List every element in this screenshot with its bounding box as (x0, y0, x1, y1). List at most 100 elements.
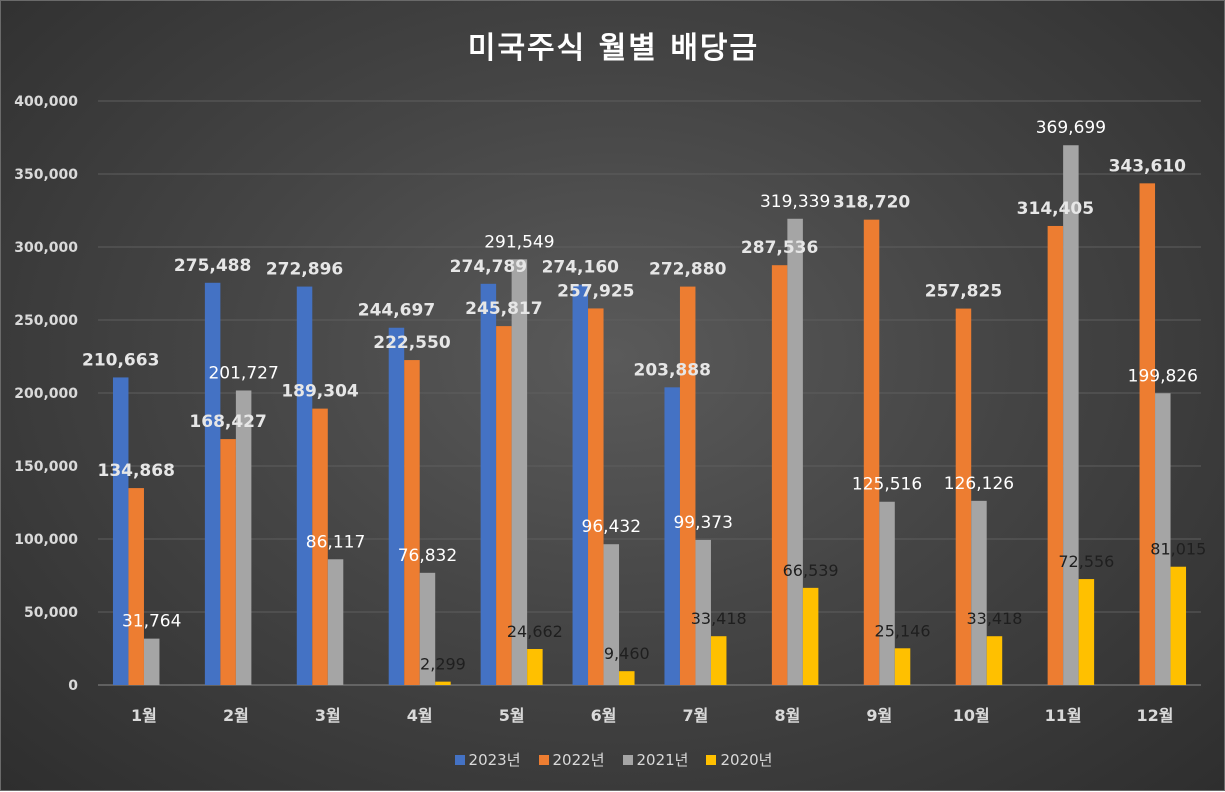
y-tick-label: 0 (68, 678, 78, 694)
bar (802, 587, 819, 685)
legend-swatch (454, 754, 465, 765)
bar (955, 308, 972, 685)
data-label: 81,015 (1150, 540, 1206, 559)
bar (327, 559, 344, 685)
data-label: 319,339 (760, 192, 830, 212)
bar (603, 544, 620, 685)
data-label: 125,516 (852, 475, 922, 495)
bar (664, 387, 680, 685)
data-label: 222,550 (373, 333, 451, 353)
data-label: 314,405 (1017, 199, 1094, 219)
data-label: 96,432 (582, 517, 641, 537)
data-label: 126,126 (944, 474, 1014, 494)
x-tick-label: 4월 (407, 706, 433, 725)
data-label: 343,610 (1109, 156, 1187, 176)
legend-swatch (538, 754, 549, 765)
y-tick-label: 200,000 (14, 386, 78, 402)
data-label: 369,699 (1036, 118, 1106, 138)
chart-title: 미국주식 월별 배당금 (467, 31, 760, 66)
bar (863, 219, 880, 685)
bar (879, 501, 895, 685)
x-tick-label: 3월 (315, 706, 341, 725)
legend-item: 2022년 (538, 749, 605, 770)
data-label: 274,789 (450, 257, 527, 277)
y-tick-label: 250,000 (14, 313, 78, 329)
data-label: 25,146 (875, 621, 931, 640)
bar (404, 360, 420, 685)
bar (112, 377, 129, 685)
data-label: 275,488 (174, 256, 251, 276)
bar (588, 308, 604, 685)
x-tick-label: 2월 (223, 706, 249, 725)
x-tick-label: 7월 (683, 706, 709, 725)
x-tick-label: 9월 (866, 706, 892, 725)
data-label: 9,460 (604, 644, 650, 663)
legend-label: 2022년 (552, 751, 605, 769)
data-label: 257,925 (557, 281, 634, 301)
legend-item: 2023년 (454, 749, 521, 770)
y-tick-label: 150,000 (14, 459, 78, 475)
bar (143, 638, 160, 685)
y-tick-label: 300,000 (14, 240, 78, 256)
bar (894, 648, 911, 685)
bar (1139, 183, 1156, 685)
data-label: 199,826 (1128, 366, 1198, 386)
bar (388, 327, 405, 685)
data-label: 203,888 (633, 360, 710, 380)
data-label: 33,418 (966, 609, 1022, 628)
data-label: 76,832 (398, 546, 457, 566)
data-label: 287,536 (741, 238, 818, 258)
y-tick-label: 50,000 (24, 605, 78, 621)
x-tick-label: 8월 (774, 706, 800, 725)
bar (1078, 579, 1095, 685)
bar (235, 390, 252, 685)
x-tick-label: 11월 (1045, 706, 1082, 725)
data-label: 33,418 (691, 609, 747, 628)
bar (511, 259, 528, 685)
bar (435, 681, 451, 685)
data-label: 210,663 (82, 350, 159, 370)
bar (710, 636, 727, 685)
y-tick-label: 350,000 (14, 167, 78, 183)
data-label: 24,662 (507, 622, 563, 641)
bar (771, 265, 788, 685)
data-label: 86,117 (306, 532, 365, 552)
legend-label: 2023년 (468, 751, 521, 769)
bar (1047, 225, 1064, 686)
data-label: 72,556 (1058, 552, 1114, 571)
bar (220, 439, 236, 685)
data-label: 99,373 (673, 513, 732, 533)
legend-swatch (622, 754, 633, 765)
data-label: 291,549 (484, 232, 554, 252)
data-label: 272,896 (266, 260, 343, 280)
legend-item: 2021년 (622, 749, 688, 770)
data-label: 134,868 (97, 461, 174, 481)
data-label: 66,539 (783, 561, 839, 580)
bar (1155, 393, 1171, 685)
data-label: 31,764 (122, 612, 181, 632)
bar (572, 284, 589, 685)
y-tick-label: 400,000 (14, 94, 78, 110)
x-tick-label: 5월 (499, 706, 525, 725)
bar (296, 286, 313, 685)
chart-legend: 2023년 2022년 2021년 2020년 (1, 749, 1225, 770)
x-tick-label: 1월 (131, 706, 157, 725)
data-label: 257,825 (925, 282, 1002, 302)
data-label: 318,720 (833, 193, 911, 213)
bar (986, 636, 1003, 685)
data-label: 201,727 (208, 363, 278, 383)
bar (419, 572, 436, 685)
data-label: 272,880 (649, 260, 727, 280)
data-label: 274,160 (542, 258, 620, 278)
data-label: 2,299 (420, 655, 466, 674)
data-label: 244,697 (358, 301, 435, 321)
bar (527, 648, 543, 685)
x-tick-label: 12월 (1137, 706, 1174, 725)
legend-item: 2020년 (706, 749, 772, 770)
bar (496, 326, 512, 685)
legend-swatch (706, 754, 717, 765)
bar (1170, 566, 1187, 685)
y-tick-label: 100,000 (14, 532, 78, 548)
